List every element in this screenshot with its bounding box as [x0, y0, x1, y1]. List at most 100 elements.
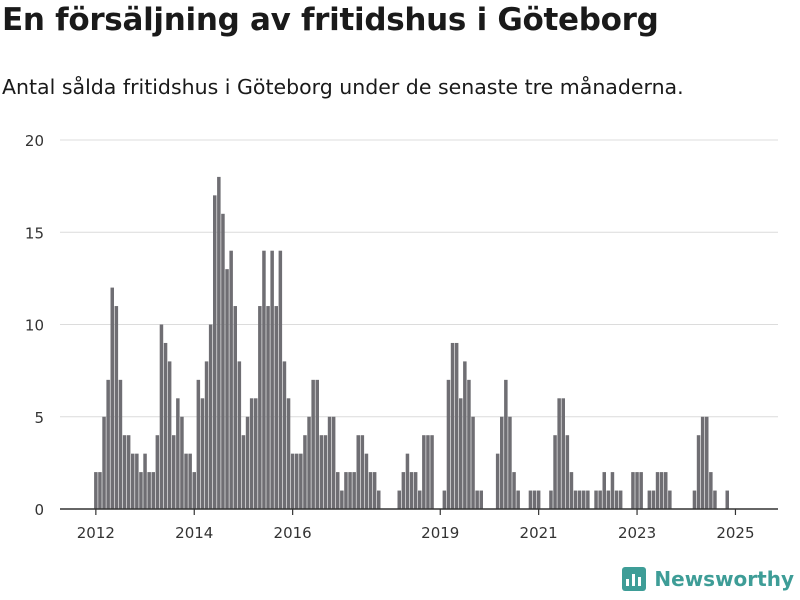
- bar: [319, 435, 324, 509]
- bar: [401, 472, 406, 509]
- annotations: 1: [734, 120, 744, 124]
- bar: [184, 453, 188, 509]
- bar: [561, 398, 565, 509]
- bar: [274, 306, 278, 509]
- bar: [126, 435, 131, 509]
- bar: [651, 490, 656, 509]
- newsworthy-logo: Newsworthy: [622, 564, 794, 594]
- bar: [151, 472, 155, 509]
- bar: [569, 472, 574, 509]
- bar: [504, 379, 508, 509]
- bar: [372, 472, 377, 509]
- bar: [94, 472, 98, 509]
- bar: [196, 379, 201, 509]
- bar: [397, 490, 401, 509]
- bar: [344, 472, 348, 509]
- bars: [94, 176, 729, 510]
- bar: [348, 472, 352, 509]
- bar: [180, 416, 184, 509]
- x-tick-label: 2025: [716, 524, 754, 540]
- bar: [229, 250, 233, 509]
- bar: [450, 342, 455, 509]
- bar: [725, 490, 729, 509]
- bar: [647, 490, 652, 509]
- bar-chart: 0 5 10 15 20 2012 2014 2016 2019 2021 2023 2025 1: [25, 120, 778, 540]
- chart-title: En försäljning av fritidshus i Göteborg: [2, 2, 659, 38]
- bar: [213, 195, 217, 509]
- bar: [114, 306, 119, 509]
- bar: [163, 342, 168, 509]
- bar: [553, 435, 557, 509]
- chart-subtitle: Antal sålda fritidshus i Göteborg under …: [2, 75, 684, 99]
- bar: [155, 435, 160, 509]
- bar: [364, 453, 369, 509]
- bar: [659, 472, 664, 509]
- bar: [336, 472, 340, 509]
- bar: [110, 287, 114, 509]
- bar: [204, 361, 209, 509]
- bar: [167, 361, 172, 509]
- bar: [290, 453, 295, 509]
- bar: [418, 490, 422, 509]
- bar: [233, 306, 237, 509]
- bar: [118, 379, 123, 509]
- bar: [479, 490, 483, 509]
- bar: [446, 379, 451, 509]
- bar: [356, 435, 360, 509]
- bar: [405, 453, 410, 509]
- bar: [606, 490, 611, 509]
- bar: [303, 435, 307, 509]
- bar: [709, 472, 713, 509]
- bar: [598, 490, 602, 509]
- bar: [430, 435, 434, 509]
- bar: [278, 250, 283, 509]
- bar: [532, 490, 537, 509]
- bar: [705, 416, 709, 509]
- bar: [315, 379, 319, 509]
- bar: [241, 435, 246, 509]
- bar: [360, 435, 365, 509]
- bar: [262, 250, 266, 509]
- bar: [249, 398, 254, 509]
- bar: [610, 472, 615, 509]
- y-tick-label: 15: [25, 224, 44, 242]
- bar: [270, 250, 274, 509]
- bar: [454, 342, 459, 509]
- bar: [176, 398, 180, 509]
- bar: [639, 472, 643, 509]
- bar: [159, 324, 164, 509]
- bar: [98, 472, 102, 509]
- bar: [655, 472, 660, 509]
- bar: [225, 269, 229, 509]
- bar: [475, 490, 479, 509]
- bar: [459, 398, 463, 509]
- x-tick-label: 2014: [175, 524, 213, 540]
- bar: [413, 472, 418, 509]
- bar: [631, 472, 635, 509]
- y-axis: 0 5 10 15 20: [25, 132, 44, 519]
- bar: [172, 435, 176, 509]
- bar: [557, 398, 561, 509]
- x-tick-label: 2019: [421, 524, 459, 540]
- bar: [299, 453, 303, 509]
- y-tick-label: 20: [25, 132, 44, 150]
- bar: [340, 490, 344, 509]
- bar: [696, 435, 701, 509]
- bar: [245, 416, 250, 509]
- bar: [528, 490, 533, 509]
- bar: [200, 398, 205, 509]
- bar: [147, 472, 151, 509]
- bar: [307, 416, 311, 509]
- bar: [352, 472, 356, 509]
- bar: [614, 490, 619, 509]
- bar: [192, 472, 196, 509]
- bar: [122, 435, 127, 509]
- bar: [368, 472, 373, 509]
- bar: [254, 398, 258, 509]
- bar: [442, 490, 447, 509]
- bar: [577, 490, 582, 509]
- bar: [295, 453, 299, 509]
- x-tick-label: 2021: [520, 524, 558, 540]
- y-tick-label: 5: [34, 409, 44, 427]
- bar: [188, 453, 192, 509]
